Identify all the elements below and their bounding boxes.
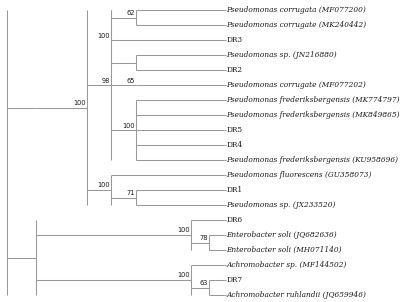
Text: 63: 63 [200,280,208,286]
Text: Pseudomonas corrugate (MK240442): Pseudomonas corrugate (MK240442) [226,21,366,29]
Text: DR6: DR6 [226,216,242,224]
Text: 100: 100 [122,123,135,129]
Text: 78: 78 [200,235,208,241]
Text: Pseudomonas frederiksbergensis (KU958696): Pseudomonas frederiksbergensis (KU958696… [226,156,398,164]
Text: DR1: DR1 [226,186,242,194]
Text: Pseudomonas fluorescens (GU358073): Pseudomonas fluorescens (GU358073) [226,171,372,179]
Text: Enterobacter soli (JQ682636): Enterobacter soli (JQ682636) [226,231,337,239]
Text: 100: 100 [177,227,190,233]
Text: 100: 100 [98,182,110,188]
Text: DR5: DR5 [226,126,242,134]
Text: Achromobacter sp. (MF144502): Achromobacter sp. (MF144502) [226,261,347,269]
Text: 65: 65 [126,78,135,84]
Text: 71: 71 [126,190,135,196]
Text: Pseudomonas corrugata (MF077200): Pseudomonas corrugata (MF077200) [226,6,366,14]
Text: 100: 100 [98,33,110,39]
Text: Enterobacter soli (MH071140): Enterobacter soli (MH071140) [226,246,342,254]
Text: 100: 100 [73,100,86,106]
Text: Pseudomonas sp. (JN216880): Pseudomonas sp. (JN216880) [226,51,337,59]
Text: Pseudomonas sp. (JX233520): Pseudomonas sp. (JX233520) [226,201,336,209]
Text: 100: 100 [177,272,190,278]
Text: Pseudomonas frederiksbergensis (MK774797): Pseudomonas frederiksbergensis (MK774797… [226,96,400,104]
Text: DR4: DR4 [226,141,242,149]
Text: 62: 62 [126,10,135,16]
Text: 98: 98 [102,78,110,84]
Text: Achromobacter ruhlandii (JQ659946): Achromobacter ruhlandii (JQ659946) [226,291,366,299]
Text: DR2: DR2 [226,66,242,74]
Text: DR7: DR7 [226,276,242,284]
Text: Pseudomonas corrugate (MF077202): Pseudomonas corrugate (MF077202) [226,81,366,89]
Text: Pseudomonas frederiksbergensis (MK849865): Pseudomonas frederiksbergensis (MK849865… [226,111,400,119]
Text: DR3: DR3 [226,36,242,44]
